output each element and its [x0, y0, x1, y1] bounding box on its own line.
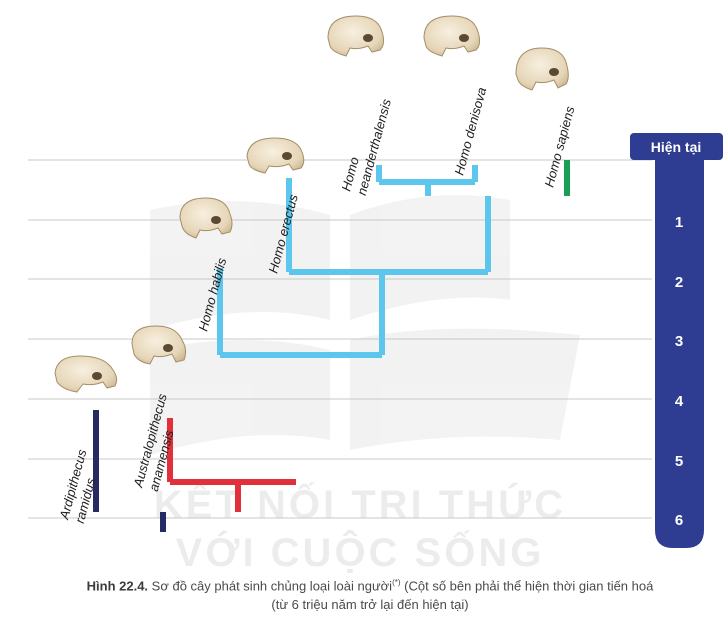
skull-homo-denisova — [423, 15, 481, 57]
figure-caption: Hình 22.4. Sơ đồ cây phát sinh chủng loạ… — [20, 573, 720, 614]
watermark-line-2: VỚI CUỘC SỐNG — [176, 529, 545, 575]
caption-text-b: (Cột số bên phải thể hiện thời gian tiến… — [400, 578, 654, 594]
watermark-logo — [150, 195, 580, 455]
caption-text-a: Sơ đồ cây phát sinh chủng loại loài ngườ… — [148, 578, 393, 594]
skull-homo-erectus — [246, 137, 305, 174]
timeline-tick-3: 3 — [675, 333, 683, 350]
skull-homo-habilis — [179, 197, 233, 239]
skull-homo-neanderthalensis — [327, 15, 385, 57]
caption-line-2: (từ 6 triệu năm trở lại đến hiện tại) — [271, 597, 469, 613]
timeline-scale: Hiện tại 1 2 3 4 5 6 — [630, 133, 723, 548]
caption-label: Hình 22.4. — [86, 578, 149, 594]
timeline-bar — [655, 140, 704, 548]
skull-australopithecus — [131, 325, 187, 365]
timeline-tick-5: 5 — [675, 453, 683, 470]
timeline-tick-4: 4 — [675, 393, 684, 410]
watermark-line-1: KẾT NỐI TRI THỨC — [154, 481, 566, 527]
caption-footnote: (*) — [392, 578, 401, 587]
time-gridlines — [28, 159, 652, 519]
skull-ardipithecus — [54, 355, 118, 393]
timeline-tick-2: 2 — [675, 274, 683, 291]
timeline-tick-1: 1 — [675, 214, 683, 231]
timeline-header: Hiện tại — [651, 139, 702, 155]
label-homo-sapiens: Homo sapiens — [541, 104, 577, 189]
timeline-header-box — [630, 133, 723, 160]
label-homo-denisova: Homo denisova — [451, 86, 489, 177]
timeline-tick-6: 6 — [675, 512, 683, 529]
phylogenetic-tree — [93, 160, 570, 532]
skull-homo-sapiens — [515, 47, 569, 91]
